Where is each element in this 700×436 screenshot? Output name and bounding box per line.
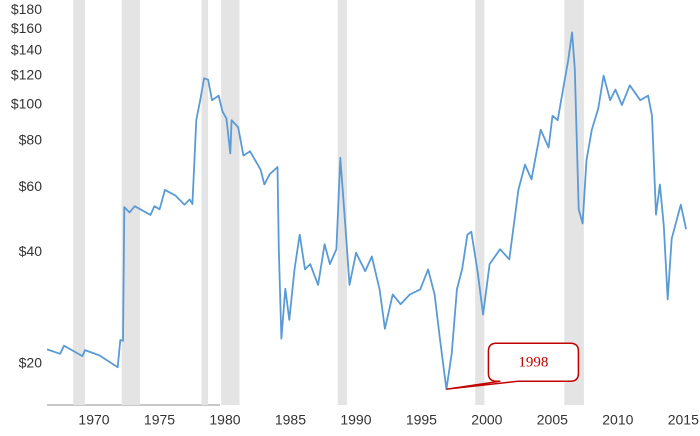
x-tick-label: 2005 (537, 412, 568, 428)
y-tick-label: $180 (11, 1, 42, 17)
y-tick-label: $20 (19, 355, 43, 371)
shaded-period (121, 0, 140, 405)
y-tick-label: $140 (11, 42, 42, 58)
y-tick-label: $80 (19, 132, 43, 148)
shaded-period (475, 0, 485, 405)
shaded-period (221, 0, 240, 405)
shaded-period (201, 0, 209, 405)
shaded-period (564, 0, 584, 405)
x-tick-label: 1990 (340, 412, 371, 428)
y-tick-label: $160 (11, 20, 42, 36)
shaded-period (73, 0, 85, 405)
x-tick-label: 1995 (406, 412, 437, 428)
annotation-callout (446, 342, 580, 390)
annotation-text: 1998 (518, 355, 548, 371)
y-tick-label: $40 (19, 243, 43, 259)
y-tick-label: $100 (11, 96, 42, 112)
x-tick-label: 1970 (78, 412, 109, 428)
annotation: 1998 (446, 342, 580, 390)
x-tick-label: 1980 (209, 412, 240, 428)
price-line (46, 31, 687, 391)
x-tick-label: 1975 (144, 412, 175, 428)
y-tick-label: $120 (11, 66, 42, 82)
x-tick-label: 2010 (602, 412, 633, 428)
x-tick-label: 2015 (668, 412, 699, 428)
x-tick-label: 1985 (275, 412, 306, 428)
shaded-period (337, 0, 347, 405)
x-tick-label: 2000 (471, 412, 502, 428)
y-tick-label: $60 (19, 178, 43, 194)
